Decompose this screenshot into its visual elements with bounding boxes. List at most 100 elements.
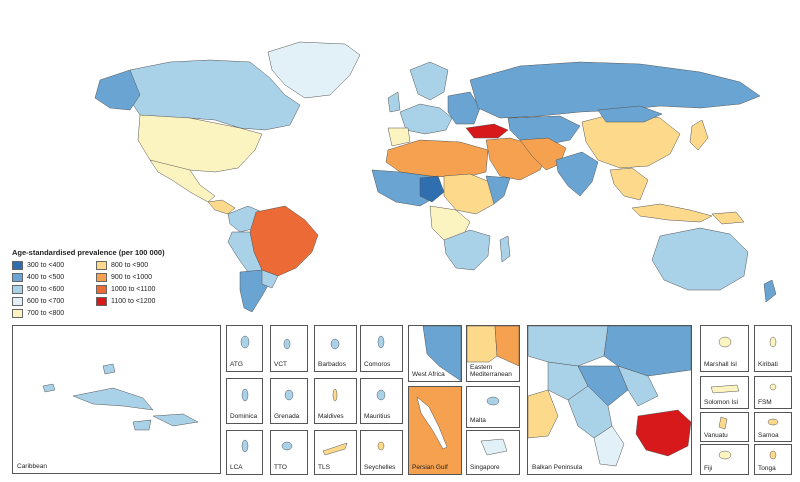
region-australia: [651, 227, 749, 291]
inset-label: Solomon Isl: [704, 399, 738, 406]
inset-label: Caribbean: [17, 463, 47, 470]
inset-label: Dominica: [230, 413, 258, 420]
legend-label: 1000 to <1100: [111, 286, 156, 293]
region-uruguay: [261, 269, 279, 289]
region-alaska: [94, 69, 141, 111]
inset-seychelles: Seychelles: [360, 430, 403, 475]
region-eastern-europe: [447, 91, 481, 125]
legend-item: 1100 to <1200: [96, 297, 186, 306]
balkan-map: [528, 326, 691, 467]
legend-item: 1000 to <1100: [96, 285, 186, 294]
legend-label: 1100 to <1200: [111, 298, 156, 305]
region-russia: [469, 61, 761, 119]
region-japan: [689, 119, 709, 151]
inset-label: Marshall Isl: [704, 361, 737, 368]
region-uk: [387, 91, 401, 113]
inset-label: West Africa: [412, 371, 445, 378]
legend-swatch: [96, 261, 107, 270]
legend-swatch: [12, 261, 23, 270]
legend-grid: 300 to <400 800 to <900 400 to <500 900 …: [12, 261, 222, 318]
region-mongolia: [597, 105, 663, 123]
inset-label: Balkan Peninsula: [532, 464, 583, 471]
inset-label: Kiribati: [758, 361, 778, 368]
legend-item: 300 to <400: [12, 261, 90, 270]
inset-kiribati: Kiribati: [754, 325, 792, 372]
inset-vanuatu: Vanuatu: [700, 412, 749, 442]
legend-title: Age-standardised prevalence (per 100 000…: [12, 248, 165, 257]
region-nigeria: [419, 175, 445, 203]
legend-swatch: [96, 297, 107, 306]
inset-label: Tonga: [758, 465, 776, 472]
legend-swatch: [12, 297, 23, 306]
inset-maldives: Maldives: [314, 378, 357, 424]
inset-label: Mauritius: [364, 413, 391, 420]
inset-solomon: Solomon Isl: [700, 376, 749, 409]
inset-label: ATG: [230, 361, 243, 368]
legend-item: 600 to <700: [12, 297, 90, 306]
legend-item: 900 to <1000: [96, 273, 186, 282]
inset-west-africa: West Africa: [408, 325, 462, 382]
region-se-asia: [609, 167, 649, 201]
region-papua: [711, 211, 745, 225]
region-west-africa: [371, 169, 435, 207]
inset-samoa: Samoa: [754, 412, 792, 442]
legend-label: 300 to <400: [27, 262, 65, 269]
inset-label: Barbados: [318, 361, 346, 368]
legend-item: 800 to <900: [96, 261, 186, 270]
inset-label: Singapore: [470, 464, 500, 471]
inset-atg: ATG: [226, 325, 263, 372]
legend-swatch: [12, 309, 23, 318]
legend-label: 600 to <700: [27, 298, 65, 305]
inset-label: Seychelles: [364, 464, 396, 471]
legend-swatch: [96, 273, 107, 282]
inset-label: Comoros: [364, 361, 391, 368]
inset-tto: TTO: [270, 430, 308, 475]
inset-mauritius: Mauritius: [360, 378, 403, 424]
inset-label: Eastern Mediterranean: [470, 364, 512, 378]
inset-persian-gulf: Persian Gulf: [408, 386, 462, 475]
inset-label: Samoa: [758, 432, 779, 439]
region-new-zealand: [763, 279, 777, 303]
legend-label: 400 to <500: [27, 274, 65, 281]
inset-label: Maldives: [318, 413, 344, 420]
inset-tonga: Tonga: [754, 444, 792, 475]
region-western-europe: [399, 103, 453, 135]
region-scandinavia: [409, 61, 449, 101]
legend-label: 500 to <600: [27, 286, 65, 293]
inset-vct: VCT: [270, 325, 308, 372]
region-horn-of-africa: [485, 175, 511, 205]
inset-barbados: Barbados: [314, 325, 357, 372]
inset-label: Vanuatu: [704, 432, 728, 439]
region-india: [555, 151, 599, 197]
legend-label: 900 to <1000: [111, 274, 153, 281]
inset-dominica: Dominica: [226, 378, 263, 424]
inset-label: Fiji: [704, 465, 713, 472]
inset-singapore: Singapore: [466, 430, 520, 475]
inset-label: LCA: [230, 464, 243, 471]
region-east-africa: [443, 173, 495, 215]
inset-label: TTO: [274, 464, 287, 471]
inset-malta: Malta: [466, 386, 520, 428]
caribbean-map: [42, 363, 199, 431]
region-indonesia: [631, 203, 713, 223]
inset-label: FSM: [758, 399, 772, 406]
inset-lca: LCA: [226, 430, 263, 475]
inset-label: Grenada: [274, 413, 300, 420]
region-madagascar: [499, 235, 511, 263]
inset-fiji: Fiji: [700, 444, 749, 475]
legend-item: 500 to <600: [12, 285, 90, 294]
region-southern-africa: [443, 229, 491, 271]
legend-item: 700 to <800: [12, 309, 90, 318]
region-iberia: [387, 127, 411, 147]
region-usa: [137, 114, 263, 173]
inset-fsm: FSM: [754, 376, 792, 409]
legend-swatch: [12, 285, 23, 294]
inset-marshall: Marshall Isl: [700, 325, 749, 372]
legend-item: 400 to <500: [12, 273, 90, 282]
inset-label: Persian Gulf: [412, 464, 448, 471]
legend-swatch: [96, 285, 107, 294]
inset-label: Malta: [470, 417, 486, 424]
inset-comoros: Comoros: [360, 325, 403, 372]
legend-label: 700 to <800: [27, 310, 65, 317]
inset-eastern-med: Eastern Mediterranean: [466, 325, 520, 382]
